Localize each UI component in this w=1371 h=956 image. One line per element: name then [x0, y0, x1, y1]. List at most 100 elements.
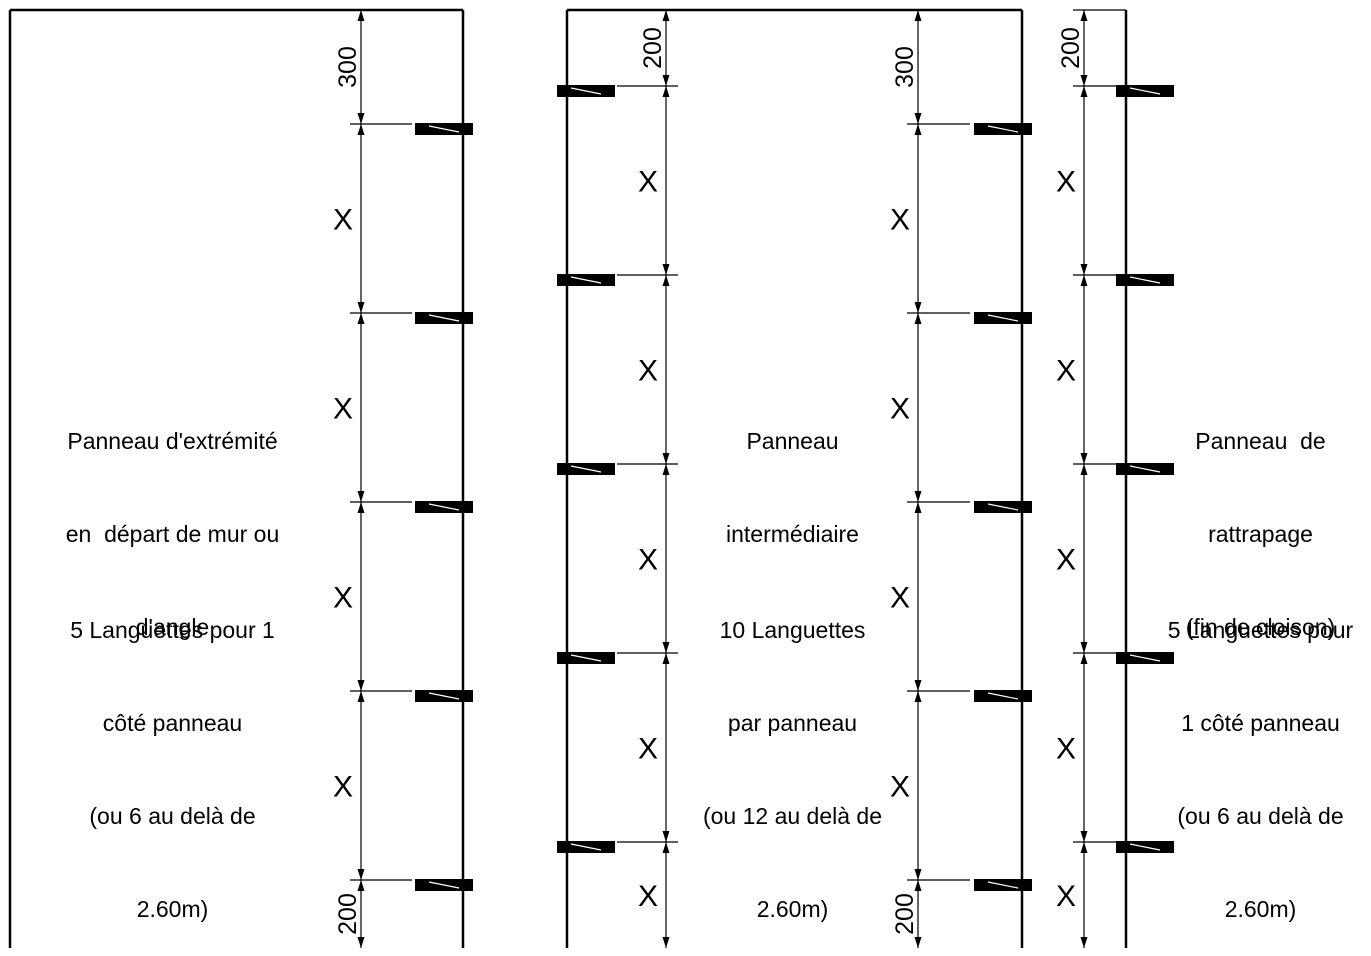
dimension-arrowhead [914, 10, 922, 21]
filler-panel-dimension-x-label: X [1056, 355, 1076, 388]
intermediate-panel-tongue-left [557, 841, 615, 853]
intermediate-panel-tongue-right [974, 501, 1032, 513]
dimension-arrowhead [662, 10, 670, 21]
dimension-arrowhead [914, 880, 922, 891]
dimension-arrowhead [662, 653, 670, 664]
intermediate-panel-tongue-left [557, 463, 615, 475]
end-panel-title: Panneau d'extrémité en départ de mur ou … [30, 364, 315, 674]
dimension-arrowhead [1080, 10, 1088, 21]
filler-panel-title-line: rattrapage [1208, 521, 1313, 547]
dimension-arrowhead [1080, 653, 1088, 664]
filler-panel-dimension-x-label: X [1056, 733, 1076, 766]
dimension-arrowhead [1080, 453, 1088, 464]
dimension-arrowhead [1080, 842, 1088, 853]
dimension-arrowhead [914, 302, 922, 313]
end-panel-dimension-x-label: X [333, 393, 353, 426]
end-panel-title-line: Panneau d'extrémité [67, 428, 278, 454]
dimension-arrowhead [1080, 831, 1088, 842]
dimension-arrowhead [357, 691, 365, 702]
end-panel-tongue [415, 690, 473, 702]
filler-panel-note: 5 Languettes pour 1 côté panneau (ou 6 a… [1150, 553, 1371, 956]
intermediate-panel-right-dimension-x-label: X [890, 204, 910, 237]
intermediate-panel-tongue-left [557, 85, 615, 97]
filler-panel-tongue [1116, 85, 1174, 97]
dimension-arrowhead [1080, 642, 1088, 653]
filler-panel-title-line: (fin de cloison) [1185, 614, 1336, 640]
end-panel-note-line: (ou 6 au delà de [89, 803, 256, 829]
dimension-arrowhead [357, 880, 365, 891]
intermediate-panel-tongue-left [557, 274, 615, 286]
intermediate-panel-note-line: 10 Languettes [719, 617, 866, 643]
intermediate-panel-tongue-left [557, 652, 615, 664]
filler-panel-tongue [1116, 274, 1174, 286]
intermediate-panel-tongue-right [974, 879, 1032, 891]
intermediate-panel-tongue-right [974, 123, 1032, 135]
intermediate-panel-left-dimension-x-label: X [638, 733, 658, 766]
intermediate-panel-note-line: par panneau [727, 710, 858, 736]
dimension-arrowhead [357, 491, 365, 502]
filler-panel-note-line: 2.60m) [1224, 896, 1297, 922]
intermediate-panel-tongue-right [974, 690, 1032, 702]
dimension-arrowhead [914, 124, 922, 135]
dimension-arrowhead [1080, 264, 1088, 275]
dimension-arrowhead [914, 113, 922, 124]
intermediate-panel-left-dimension-x-label: X [638, 355, 658, 388]
intermediate-panel-note-line: 2.60m) [756, 896, 829, 922]
end-panel-dimension-value-label: 300 [334, 46, 362, 88]
dimension-arrowhead [662, 453, 670, 464]
intermediate-panel-left-dimension-x-label: X [638, 544, 658, 577]
end-panel-title-line: d'angle [135, 614, 210, 640]
dimension-arrowhead [1080, 75, 1088, 86]
dimension-arrowhead [662, 831, 670, 842]
intermediate-panel-title: Panneau intermédiaire [680, 364, 905, 581]
dimension-arrowhead [662, 264, 670, 275]
dimension-arrowhead [662, 86, 670, 97]
filler-panel-note-line: 5 Languettes pour [1167, 617, 1354, 643]
dimension-arrowhead [357, 313, 365, 324]
end-panel-dimension-x-label: X [333, 582, 353, 615]
dimension-arrowhead [1080, 937, 1088, 948]
filler-panel-tongue [1116, 841, 1174, 853]
intermediate-panel-left-dimension-value-label: 200 [639, 27, 667, 69]
dimension-arrowhead [1080, 275, 1088, 286]
dimension-arrowhead [914, 313, 922, 324]
intermediate-panel-note-line: (ou 12 au delà de [702, 803, 883, 829]
filler-panel-dimension-x-label: X [1056, 166, 1076, 199]
end-panel-tongue [415, 123, 473, 135]
filler-panel-title-line: Panneau de [1195, 428, 1326, 454]
end-panel-note-line: 2.60m) [136, 896, 209, 922]
dimension-arrowhead [1080, 464, 1088, 475]
dimension-arrowhead [914, 691, 922, 702]
dimension-arrowhead [662, 275, 670, 286]
end-panel-note: 5 Languettes pour 1 côté panneau (ou 6 a… [30, 553, 315, 956]
dimension-arrowhead [357, 680, 365, 691]
filler-panel-note-line: 1 côté panneau [1181, 710, 1340, 736]
dimension-arrowhead [357, 10, 365, 21]
end-panel-tongue [415, 312, 473, 324]
end-panel-tongue [415, 879, 473, 891]
dimension-arrowhead [1080, 86, 1088, 97]
dimension-arrowhead [662, 464, 670, 475]
end-panel-note-line: 5 Languettes pour 1 [70, 617, 275, 643]
end-panel-dimension-x-label: X [333, 204, 353, 237]
intermediate-panel-left-dimension-x-label: X [638, 166, 658, 199]
filler-panel-tongue [1116, 652, 1174, 664]
dimension-arrowhead [914, 869, 922, 880]
dimension-arrowhead [914, 491, 922, 502]
intermediate-panel-note: 10 Languettes par panneau (ou 12 au delà… [680, 553, 905, 956]
dimension-arrowhead [357, 869, 365, 880]
dimension-arrowhead [662, 937, 670, 948]
intermediate-panel-right-dimension-x-label: X [890, 582, 910, 615]
filler-panel-dimension-x-label: X [1056, 880, 1076, 913]
dimension-arrowhead [357, 124, 365, 135]
dimension-arrowhead [914, 680, 922, 691]
dimension-arrowhead [357, 113, 365, 124]
dimension-arrowhead [357, 937, 365, 948]
intermediate-panel-right-dimension-x-label: X [890, 771, 910, 804]
dimension-arrowhead [662, 842, 670, 853]
filler-panel-tongue [1116, 463, 1174, 475]
filler-panel-dimension-value-label: 200 [1057, 27, 1085, 69]
intermediate-panel-title-line: Panneau [746, 428, 839, 454]
filler-panel-dimension-x-label: X [1056, 544, 1076, 577]
